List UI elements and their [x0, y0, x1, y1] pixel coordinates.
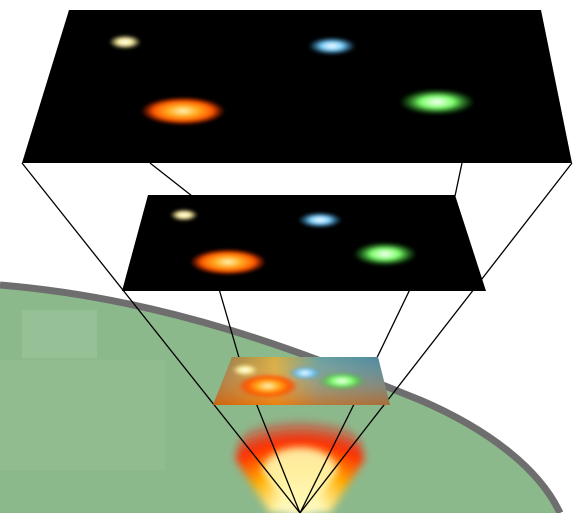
galaxy-blue: [288, 366, 322, 380]
galaxy-orange: [141, 97, 225, 125]
big-bang-glow: [236, 418, 364, 513]
galaxy-orange: [190, 249, 266, 275]
layer-earlier-universe: [122, 195, 486, 291]
layer-early-universe: [213, 357, 390, 405]
galaxy-blue: [298, 212, 342, 228]
galaxy-blue: [308, 37, 356, 55]
galaxy-yellow: [232, 364, 258, 376]
layer-current-universe: [22, 10, 572, 163]
galaxy-green: [399, 89, 475, 115]
galaxy-green: [353, 242, 417, 266]
galaxy-green: [318, 372, 366, 390]
galaxy-yellow: [170, 209, 198, 221]
galaxy-orange: [238, 374, 298, 398]
galaxy-yellow: [109, 35, 141, 49]
